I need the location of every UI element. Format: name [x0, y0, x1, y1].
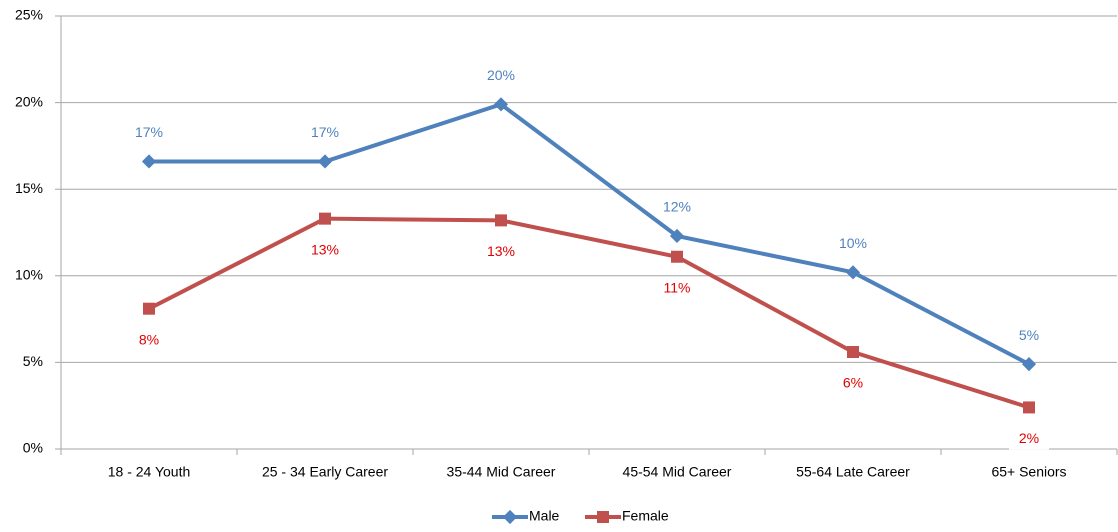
data-label: 17%	[311, 124, 339, 140]
data-label: 20%	[487, 67, 515, 83]
marker	[671, 250, 683, 263]
marker	[317, 154, 333, 169]
x-tick-label: 25 - 34 Early Career	[262, 464, 388, 480]
data-label: 13%	[311, 241, 339, 257]
y-tick-label: 0%	[23, 440, 43, 456]
y-tick-label: 10%	[15, 267, 43, 283]
x-tick-label: 55-64 Late Career	[796, 464, 910, 480]
data-label: 2%	[1019, 430, 1039, 446]
series-line	[148, 216, 1030, 410]
label-bg	[1009, 429, 1049, 450]
label-bg	[305, 240, 345, 261]
label-bg	[657, 278, 697, 299]
marker	[495, 214, 507, 227]
data-label: 6%	[843, 375, 863, 391]
legend-label: Female	[622, 508, 669, 524]
data-label: 12%	[663, 199, 691, 215]
x-tick-label: 35-44 Mid Career	[447, 464, 556, 480]
data-label: 11%	[664, 279, 691, 295]
y-tick-label: 5%	[23, 353, 43, 369]
marker	[319, 212, 331, 225]
marker	[1023, 401, 1035, 414]
label-bg	[833, 374, 873, 395]
marker	[141, 154, 157, 169]
marker	[847, 346, 859, 359]
data-label: 17%	[135, 124, 163, 140]
label-bg	[481, 242, 521, 263]
legend-label: Male	[529, 508, 560, 524]
marker	[493, 97, 509, 112]
x-tick-label: 65+ Seniors	[991, 464, 1066, 480]
y-tick-label: 20%	[15, 93, 43, 109]
y-tick-label: 15%	[15, 180, 43, 196]
y-tick-label: 25%	[15, 7, 43, 23]
x-tick-label: 18 - 24 Youth	[108, 464, 191, 480]
data-label: 5%	[1019, 327, 1039, 343]
marker	[143, 302, 155, 315]
data-label: 13%	[487, 243, 515, 259]
legend-marker	[502, 509, 518, 525]
data-label: 8%	[139, 331, 159, 347]
marker	[845, 265, 861, 280]
label-bg	[129, 330, 169, 351]
marker	[669, 228, 685, 244]
data-label: 10%	[839, 235, 867, 251]
legend-marker	[597, 511, 609, 523]
series-line	[149, 102, 1030, 366]
x-tick-label: 45-54 Mid Career	[623, 464, 732, 480]
marker	[1021, 357, 1037, 372]
